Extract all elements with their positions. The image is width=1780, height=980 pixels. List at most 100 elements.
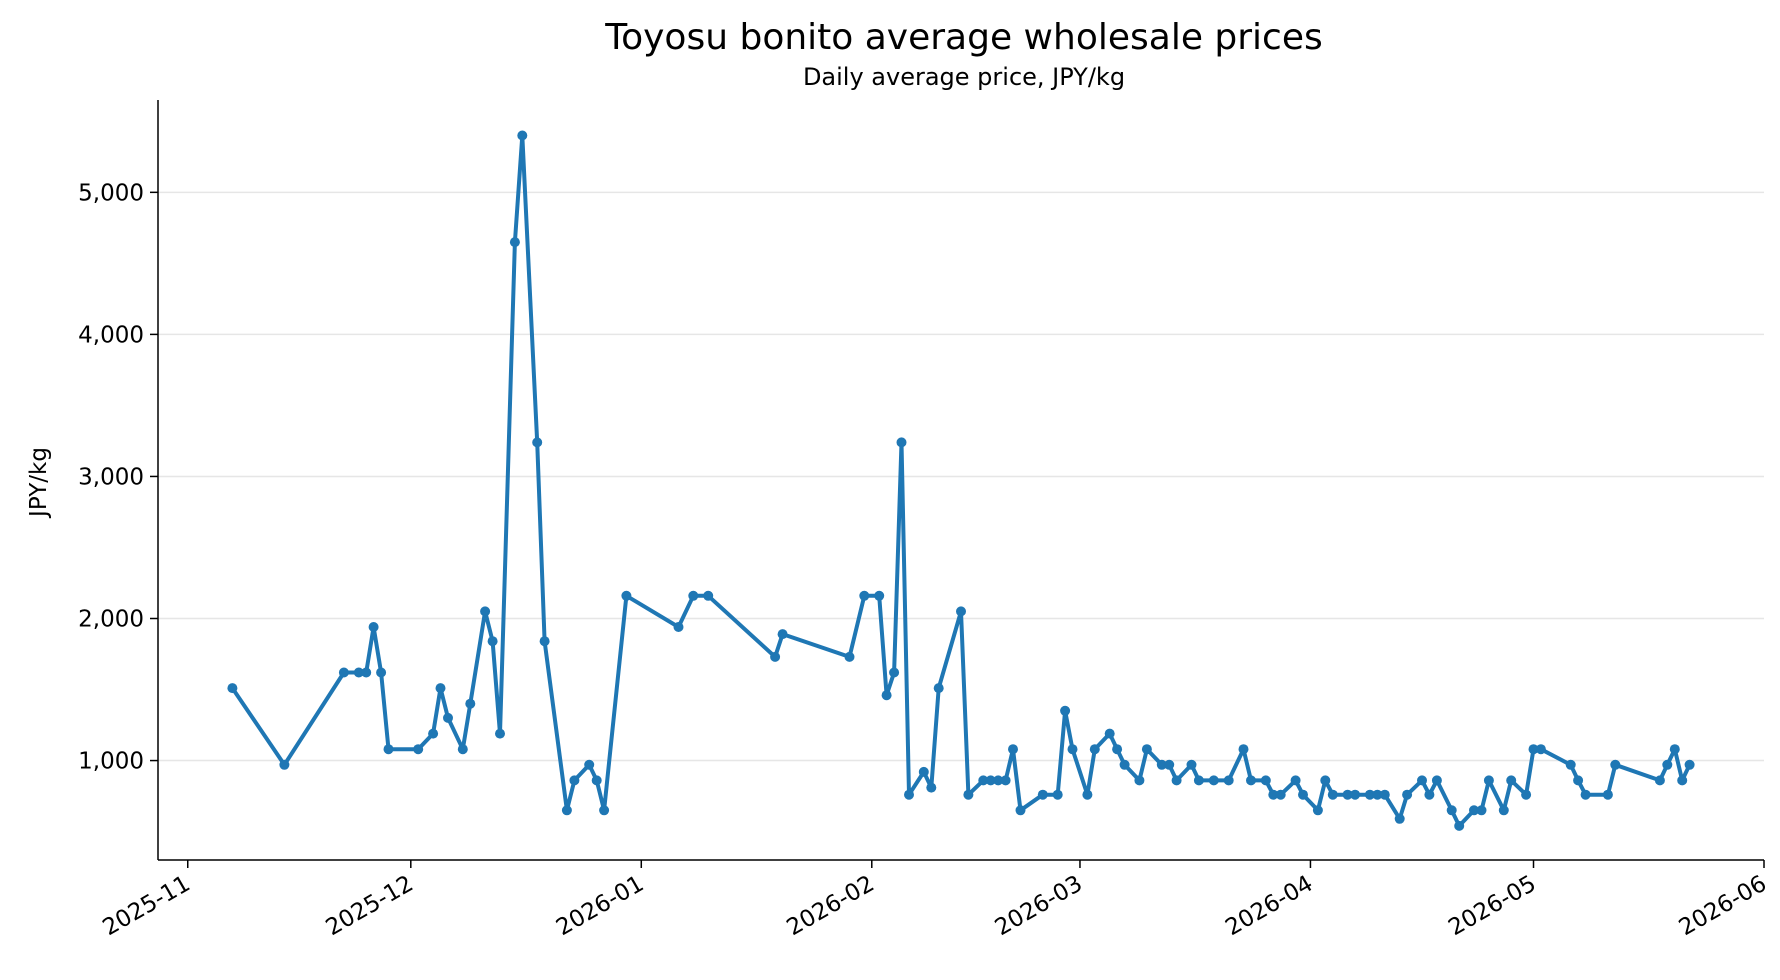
data-point: [770, 651, 781, 662]
data-point: [1327, 789, 1338, 800]
y-tick-label: 2,000: [78, 607, 144, 633]
data-point: [591, 775, 602, 786]
data-point: [1431, 775, 1442, 786]
data-point: [1134, 775, 1145, 786]
y-tick-label: 5,000: [78, 180, 144, 206]
data-point: [584, 759, 595, 770]
data-point: [1246, 775, 1256, 786]
data-point: [539, 636, 550, 647]
x-tick-label: 2026-05: [1444, 871, 1540, 942]
data-point: [978, 775, 989, 786]
data-point: [896, 437, 907, 448]
x-tick-label: 2025-12: [322, 871, 418, 942]
data-point: [1476, 805, 1487, 816]
chart-subtitle: Daily average price, JPY/kg: [803, 63, 1125, 91]
x-tick-label: 2026-03: [991, 871, 1087, 942]
data-point: [1379, 789, 1390, 800]
data-point: [1565, 759, 1576, 770]
x-tick-label: 2026-02: [783, 871, 879, 942]
data-point: [487, 636, 498, 647]
data-point: [1156, 759, 1167, 770]
data-point: [376, 667, 387, 678]
data-point: [1364, 789, 1375, 800]
data-point: [1506, 775, 1517, 786]
data-point: [985, 775, 996, 786]
data-point: [904, 789, 914, 800]
data-point: [1015, 805, 1026, 816]
data-point: [703, 590, 714, 601]
series-line: [230, 133, 1692, 828]
chart-title: Toyosu bonito average wholesale prices: [604, 17, 1323, 58]
data-point: [1350, 789, 1361, 800]
data-point: [1424, 789, 1435, 800]
data-point: [1193, 775, 1204, 786]
data-point: [918, 766, 929, 777]
data-point: [1208, 775, 1219, 786]
data-point: [1580, 789, 1591, 800]
tick-labels: 1,000 2,000 3,000 4,000 5,000 2025-11 2025-12 2…: [78, 180, 1771, 941]
data-point: [1402, 789, 1413, 800]
data-point: [368, 622, 379, 632]
data-point: [1454, 820, 1465, 831]
data-point: [227, 683, 238, 694]
data-point: [1141, 744, 1152, 755]
data-point: [509, 237, 520, 248]
data-point: [963, 789, 974, 800]
data-point: [1171, 775, 1182, 786]
data-point: [561, 805, 572, 816]
data-point: [1483, 775, 1494, 786]
data-point: [465, 698, 476, 709]
data-point: [1446, 805, 1457, 816]
x-tick-label: 2026-01: [552, 871, 648, 942]
data-point: [361, 667, 372, 678]
axes: [150, 100, 1765, 868]
data-point: [1290, 775, 1301, 786]
data-point: [1498, 805, 1509, 816]
data-point: [428, 728, 439, 739]
data-point: [1089, 744, 1100, 755]
data-point: [1342, 789, 1353, 800]
data-point: [1372, 789, 1383, 800]
data-point: [1662, 759, 1673, 770]
data-point: [338, 667, 349, 678]
data-point: [933, 683, 944, 694]
data-point: [874, 590, 885, 601]
data-point: [1037, 789, 1048, 800]
x-tick-label: 2025-11: [99, 871, 195, 942]
data-point: [1052, 789, 1063, 800]
data-point: [673, 622, 684, 632]
data-point: [1394, 813, 1405, 824]
data-point: [1312, 805, 1323, 816]
data-point: [599, 805, 610, 816]
data-point: [621, 590, 632, 601]
data-point: [1104, 728, 1115, 739]
data-point: [1008, 744, 1018, 755]
data-point: [889, 667, 900, 678]
data-point: [993, 775, 1004, 786]
data-point: [1164, 759, 1175, 770]
data-point: [1469, 805, 1479, 816]
data-point: [1602, 789, 1613, 800]
series-layer: [227, 130, 1695, 831]
data-point: [1082, 789, 1093, 800]
data-point: [1417, 775, 1427, 786]
data-point: [1669, 744, 1680, 755]
data-point: [1186, 759, 1197, 770]
data-point: [881, 690, 892, 701]
data-point: [1298, 789, 1308, 800]
data-point: [1275, 789, 1286, 800]
data-point: [1223, 775, 1234, 786]
data-point: [1067, 744, 1078, 755]
data-point: [443, 712, 453, 723]
y-tick-label: 4,000: [78, 322, 144, 348]
data-point: [413, 744, 424, 755]
data-point: [1060, 705, 1071, 716]
data-point: [435, 683, 446, 694]
data-point: [569, 775, 580, 786]
y-tick-label: 1,000: [78, 749, 144, 775]
grid-lines: [158, 191, 1764, 762]
data-point: [844, 651, 855, 662]
data-point: [1528, 744, 1539, 755]
data-point: [1677, 775, 1688, 786]
